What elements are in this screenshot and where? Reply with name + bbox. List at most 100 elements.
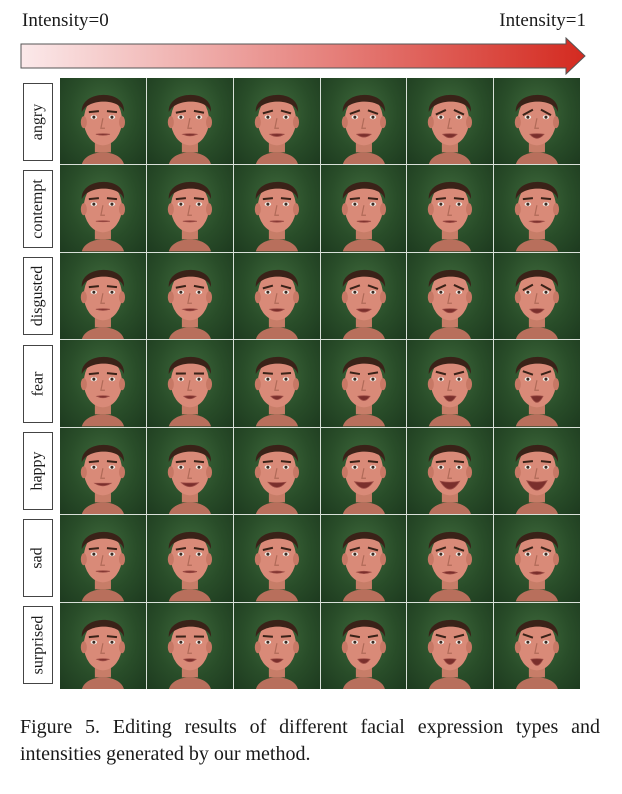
face-cell [320, 340, 407, 427]
face-image [167, 531, 212, 602]
face-image [514, 269, 560, 340]
face-image [428, 182, 473, 252]
face-image [254, 357, 299, 427]
row-label-fear: fear [23, 345, 53, 423]
face-cell [233, 515, 320, 602]
face-cell [146, 252, 233, 340]
face-image [80, 182, 126, 252]
face-image [341, 269, 386, 340]
face-cell [494, 515, 580, 602]
intensity-end-label: Intensity=1 [499, 10, 586, 31]
face-image [428, 619, 473, 689]
row-label-text: surprised [29, 615, 46, 675]
face-cell [60, 252, 146, 340]
face-cell [60, 427, 146, 515]
row-label-text: happy [29, 451, 47, 491]
face-cell [494, 602, 580, 689]
row-label-surprised: surprised [23, 606, 53, 684]
face-image [80, 531, 126, 602]
face-cell [494, 252, 580, 340]
row-label-text: angry [29, 103, 46, 141]
face-image [514, 619, 560, 689]
face-cell [233, 252, 320, 340]
face-cell [233, 602, 320, 689]
face-image [167, 357, 212, 427]
face-cell [60, 340, 146, 427]
face-image [254, 531, 299, 602]
row-label-contempt: contempt [23, 170, 53, 248]
face-cell [320, 165, 407, 252]
face-cell [320, 602, 407, 689]
face-cell [146, 78, 233, 165]
face-image [514, 357, 560, 427]
face-cell [320, 515, 407, 602]
face-cell [407, 252, 494, 340]
face-image [80, 269, 126, 340]
face-image [80, 357, 126, 427]
face-cell [146, 165, 233, 252]
face-image [341, 619, 386, 689]
row-label-text: contempt [29, 179, 47, 239]
face-image [514, 531, 560, 602]
face-cell [146, 427, 233, 515]
face-image [80, 619, 126, 689]
face-image [514, 182, 560, 252]
face-cell [407, 515, 494, 602]
face-image [80, 444, 126, 515]
face-image [254, 269, 299, 340]
face-cell [146, 515, 233, 602]
face-image [341, 357, 386, 427]
face-cell [233, 427, 320, 515]
row-label-disgusted: disgusted [23, 257, 53, 335]
face-image [428, 531, 473, 602]
face-cell [60, 165, 146, 252]
face-cell [233, 78, 320, 165]
face-image [80, 94, 126, 165]
face-image [514, 94, 560, 165]
face-cell [233, 340, 320, 427]
face-cell [320, 78, 407, 165]
row-label-happy: happy [23, 432, 53, 510]
face-cell [407, 340, 494, 427]
face-image [167, 269, 212, 340]
face-image [341, 444, 386, 515]
face-cell [494, 340, 580, 427]
face-cell [494, 78, 580, 165]
row-label-text: disgusted [29, 265, 47, 327]
face-cell [60, 515, 146, 602]
face-image [167, 94, 212, 165]
row-label-angry: angry [23, 83, 53, 161]
face-grid [60, 78, 580, 689]
face-image [254, 619, 299, 689]
row-label-text: fear [28, 371, 46, 397]
face-image [514, 444, 560, 515]
face-image [428, 444, 473, 515]
face-image [341, 531, 386, 602]
face-cell [494, 427, 580, 515]
face-image [254, 444, 299, 515]
face-cell [60, 602, 146, 689]
figure-caption: Figure 5. Editing results of different f… [20, 716, 600, 765]
face-cell [146, 602, 233, 689]
face-image [254, 94, 299, 165]
face-cell [407, 602, 494, 689]
face-cell [494, 165, 580, 252]
face-image [167, 182, 212, 252]
face-image [167, 444, 212, 515]
face-cell [407, 427, 494, 515]
intensity-start-label: Intensity=0 [22, 10, 109, 31]
face-image [341, 94, 386, 165]
face-cell [407, 165, 494, 252]
face-image [428, 94, 473, 165]
intensity-arrow [20, 37, 586, 75]
face-image [428, 357, 473, 427]
face-cell [407, 78, 494, 165]
face-cell [320, 252, 407, 340]
face-cell [320, 427, 407, 515]
row-label-sad: sad [23, 519, 53, 597]
face-cell [60, 78, 146, 165]
face-cell [233, 165, 320, 252]
row-label-text: sad [28, 547, 46, 569]
face-image [428, 269, 473, 340]
face-cell [146, 340, 233, 427]
